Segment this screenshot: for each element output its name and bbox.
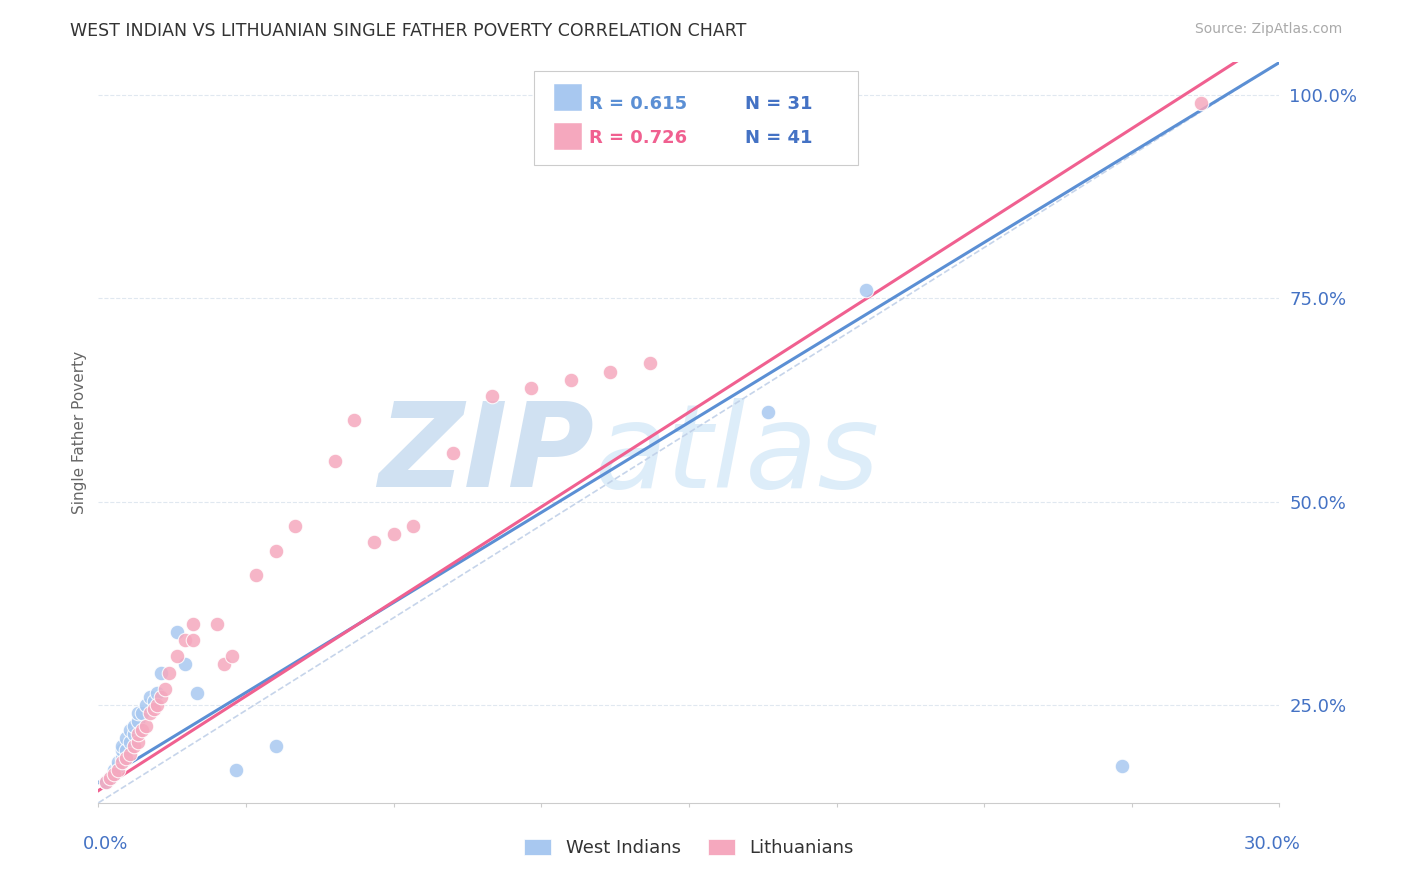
Point [118, 735, 141, 749]
Point [115, 743, 138, 757]
Point [122, 718, 145, 732]
Text: N = 41: N = 41 [745, 129, 813, 147]
Point [174, 633, 197, 648]
Point [98, 772, 121, 786]
Point [245, 568, 267, 582]
Point [1308, 87, 1330, 102]
Point [186, 686, 208, 700]
Point [138, 690, 160, 704]
Point [103, 767, 125, 781]
Point [138, 706, 160, 721]
Point [855, 283, 877, 297]
Point [127, 714, 149, 729]
Point [174, 657, 197, 672]
Text: Source: ZipAtlas.com: Source: ZipAtlas.com [1195, 22, 1343, 37]
Point [122, 739, 145, 753]
Point [115, 751, 138, 765]
Text: atlas: atlas [595, 398, 880, 512]
Point [146, 686, 169, 700]
Text: 30.0%: 30.0% [1244, 835, 1301, 853]
Point [135, 718, 157, 732]
Point [115, 731, 138, 745]
Point [221, 649, 243, 664]
Point [638, 356, 661, 370]
Point [131, 706, 153, 721]
Point [1111, 759, 1133, 773]
Point [107, 755, 129, 769]
Point [181, 633, 204, 648]
Point [103, 767, 125, 781]
Point [264, 739, 287, 753]
Point [131, 723, 153, 737]
Point [107, 759, 129, 773]
Point [127, 706, 149, 721]
Point [111, 755, 134, 769]
Point [96, 775, 118, 789]
Point [181, 616, 204, 631]
Point [402, 519, 425, 533]
Point [520, 381, 543, 395]
Point [205, 616, 228, 631]
Point [382, 527, 405, 541]
Point [111, 751, 134, 765]
Text: ZIP: ZIP [378, 397, 595, 512]
Point [481, 389, 503, 403]
Point [122, 726, 145, 740]
Point [599, 365, 621, 379]
Point [103, 764, 125, 778]
Point [98, 772, 121, 786]
Point [111, 743, 134, 757]
Point [166, 649, 188, 664]
Point [142, 702, 165, 716]
Text: N = 31: N = 31 [745, 95, 813, 113]
Point [155, 681, 177, 696]
Text: R = 0.726: R = 0.726 [589, 129, 688, 147]
Point [1189, 96, 1212, 111]
Point [127, 735, 149, 749]
Point [118, 747, 141, 761]
Point [142, 694, 165, 708]
Point [363, 535, 385, 549]
Point [284, 519, 307, 533]
Legend: West Indians, Lithuanians: West Indians, Lithuanians [517, 831, 860, 864]
Point [96, 775, 118, 789]
Point [146, 698, 169, 713]
Point [150, 690, 173, 704]
Point [157, 665, 180, 680]
Point [560, 373, 582, 387]
Text: R = 0.615: R = 0.615 [589, 95, 688, 113]
Point [135, 698, 157, 713]
Text: WEST INDIAN VS LITHUANIAN SINGLE FATHER POVERTY CORRELATION CHART: WEST INDIAN VS LITHUANIAN SINGLE FATHER … [70, 22, 747, 40]
Point [127, 726, 149, 740]
Point [107, 764, 129, 778]
Point [166, 624, 188, 639]
Point [343, 413, 366, 427]
Point [225, 764, 247, 778]
Point [264, 543, 287, 558]
Y-axis label: Single Father Poverty: Single Father Poverty [72, 351, 87, 514]
Point [323, 454, 346, 468]
Text: 0.0%: 0.0% [83, 835, 128, 853]
Point [441, 446, 464, 460]
Point [118, 723, 141, 737]
Point [214, 657, 236, 672]
Point [150, 665, 173, 680]
Point [756, 405, 779, 419]
Point [111, 739, 134, 753]
